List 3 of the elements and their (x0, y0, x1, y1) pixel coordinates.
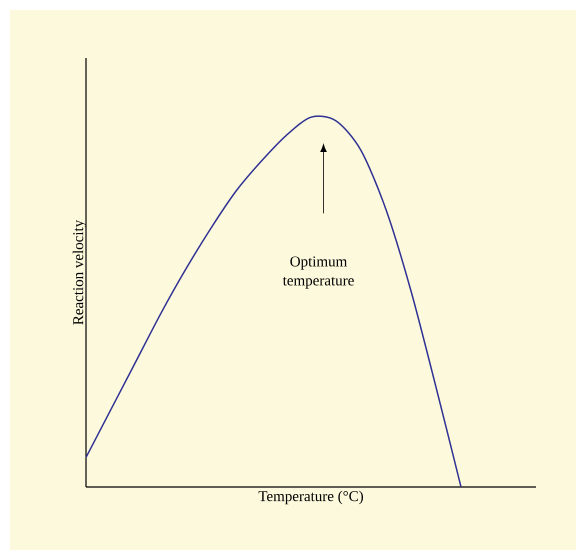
x-axis-title: Temperature (°C) (258, 490, 364, 504)
y-axis-title: Reaction velocity (72, 220, 86, 325)
annotation: Optimum temperature (282, 256, 354, 289)
